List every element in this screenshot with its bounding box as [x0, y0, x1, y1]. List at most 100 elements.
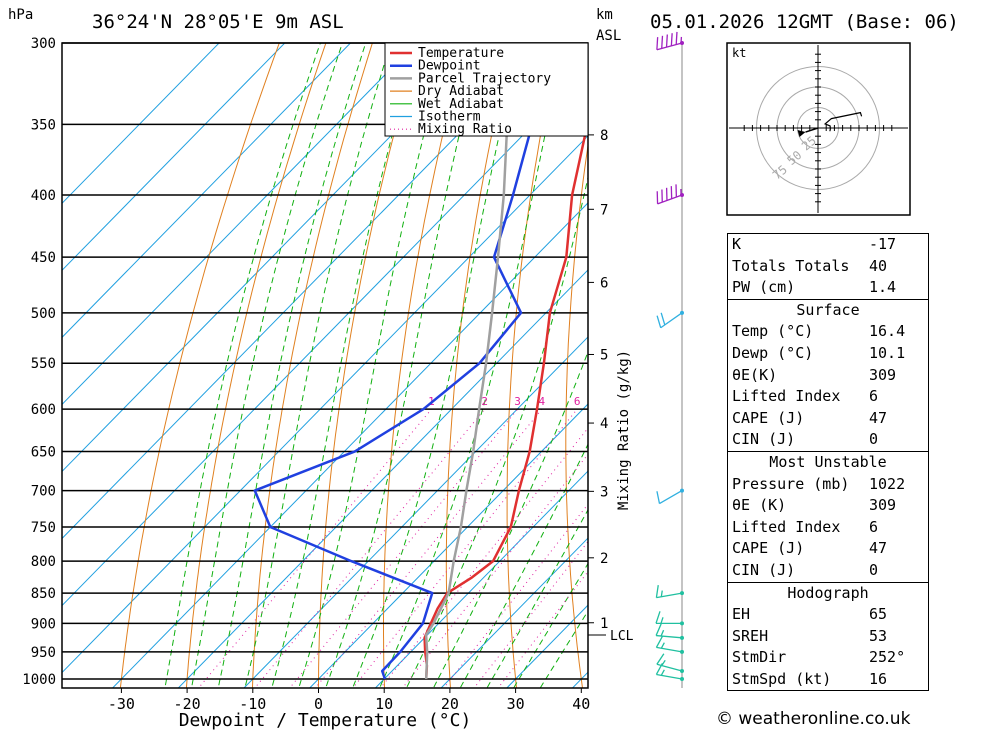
- pressure-tick-label: 900: [31, 616, 56, 632]
- copyright[interactable]: © weatheronline.co.uk: [716, 709, 911, 729]
- wind-barb-dot: [680, 488, 684, 493]
- wet-adiabat: [271, 43, 419, 688]
- index-general-value: -17: [869, 235, 897, 253]
- indices-hodograph: Hodograph EH 65 SREH 53 StmDir 252° StmSpd (kt…: [728, 581, 928, 691]
- wind-barb: [656, 184, 684, 205]
- index-general-label: Totals Totals: [732, 256, 850, 275]
- height-tick-label: 7: [600, 202, 608, 218]
- index-surface-row: Lifted Index 6: [728, 386, 928, 408]
- index-surface-row: CIN (J) 0: [728, 429, 928, 451]
- index-most-unstable-label: Pressure (mb): [732, 474, 850, 493]
- index-most-unstable-label: CAPE (J): [732, 539, 805, 558]
- index-general-row: PW (cm) 1.4: [728, 277, 928, 299]
- wet-adiabat: [432, 350, 588, 688]
- index-hodograph-row: EH 65: [728, 604, 928, 626]
- storm-motion-vector: [805, 127, 819, 133]
- plot-frame: [61, 42, 589, 689]
- x-tick-label: -30: [108, 695, 135, 713]
- wind-barbs: [655, 31, 684, 688]
- x-axis-label: Dewpoint / Temperature (°C): [179, 710, 472, 731]
- isotherm: [62, 135, 588, 674]
- index-hodograph-label: StmDir: [732, 648, 787, 667]
- mixing-ratio-label: 3: [514, 395, 521, 408]
- index-most-unstable-row: CAPE (J) 47: [728, 538, 928, 560]
- x-tick-label: 10: [375, 695, 393, 713]
- mixing-ratio-label: 6: [574, 395, 581, 408]
- legend-label: Wet Adiabat: [418, 97, 504, 112]
- mixing-ratio-label: 25: [707, 395, 720, 408]
- index-surface-label: Dewp (°C): [732, 343, 814, 362]
- height-tick-label: 4: [600, 416, 608, 432]
- index-surface-row: θE(K) 309: [728, 365, 928, 387]
- index-most-unstable-value: 47: [869, 539, 888, 558]
- index-hodograph-label: EH: [732, 605, 751, 624]
- pressure-tick-label: 650: [31, 444, 56, 460]
- index-surface-label: θE(K): [732, 365, 778, 384]
- index-most-unstable-row: CIN (J) 0: [728, 560, 928, 582]
- pressure-axis: 300 350 400 450 500 550 600 650 700 750 800 850 900 9…: [22, 36, 56, 688]
- index-general-value: 40: [869, 256, 888, 275]
- x-tick-label: 0: [314, 695, 323, 713]
- pressure-tick-label: 1000: [22, 672, 56, 688]
- isotherm: [62, 43, 417, 406]
- height-tick-label: 2: [600, 551, 608, 567]
- index-hodograph-value: 252°: [869, 648, 906, 667]
- height-unit-asl: ASL: [596, 28, 621, 44]
- index-surface-label: Temp (°C): [732, 322, 814, 341]
- index-surface-label: Lifted Index: [732, 387, 841, 406]
- legend-label: Parcel Trajectory: [418, 71, 551, 86]
- mixing-ratio-label: 2: [481, 395, 488, 408]
- pressure-tick-label: 750: [31, 520, 56, 536]
- index-most-unstable-row: θE (K) 309: [728, 495, 928, 517]
- wind-barb: [655, 623, 684, 640]
- legend-label: Temperature: [418, 46, 504, 61]
- height-unit-km: km: [596, 7, 613, 23]
- index-most-unstable-row: Lifted Index 6: [728, 517, 928, 539]
- index-hodograph-label: SREH: [732, 626, 769, 645]
- index-hodograph-row: StmDir 252°: [728, 647, 928, 669]
- wet-adiabat: [244, 43, 392, 688]
- index-surface-row: Temp (°C) 16.4: [728, 321, 928, 343]
- dry-adiabat: [383, 43, 467, 688]
- dry-adiabat: [506, 43, 560, 688]
- dry-adiabat: [317, 43, 420, 688]
- index-most-unstable-value: 309: [869, 496, 897, 515]
- height-tick-label: 5: [600, 347, 608, 363]
- dry-adiabat: [678, 25, 718, 705]
- mixing-ratio-label: 20: [684, 395, 697, 408]
- wind-barb: [655, 611, 684, 626]
- pressure-tick-label: 800: [31, 554, 56, 570]
- index-general-value: 1.4: [869, 278, 897, 297]
- index-surface-value: 0: [869, 430, 879, 449]
- mixing-ratio-label: 4: [538, 395, 545, 408]
- index-most-unstable-label: θE (K): [732, 496, 787, 515]
- isotherm: [62, 43, 220, 205]
- dry-adiabat: [978, 25, 1000, 705]
- mixing-ratio-line: [314, 408, 543, 688]
- legend-label: Dry Adiabat: [418, 84, 504, 99]
- pressure-tick-label: 300: [31, 36, 56, 52]
- index-general-label: PW (cm): [732, 278, 796, 297]
- mixing-ratio-label: 15: [656, 395, 669, 408]
- index-most-unstable-label: Lifted Index: [732, 517, 841, 536]
- temperature-axis: -30 -20 -10 0 10 20 30 40: [108, 688, 590, 713]
- wind-barb-dot: [680, 621, 684, 626]
- isotherm: [111, 202, 588, 688]
- index-most-unstable-row: Pressure (mb) 1022: [728, 474, 928, 496]
- index-hodograph-value: 53: [869, 626, 888, 645]
- index-hodograph-row: SREH 53: [728, 626, 928, 648]
- pressure-tick-label: 600: [31, 402, 56, 418]
- pressure-tick-label: 400: [31, 188, 56, 204]
- mixing-ratio-label: 8: [600, 395, 607, 408]
- mixing-ratio-line: [379, 427, 588, 688]
- datetime: 05.01.2026 12GMT (Base: 06): [650, 11, 959, 33]
- hodograph-trace: [823, 111, 863, 132]
- isotherm: [62, 68, 588, 607]
- wet-adiabat: [164, 43, 321, 688]
- pressure-tick-label: 700: [31, 484, 56, 500]
- wind-barb-dot: [680, 635, 684, 640]
- mixing-ratio-axis-label: Mixing Ratio (g/kg): [616, 350, 632, 510]
- wet-adiabat: [298, 43, 449, 688]
